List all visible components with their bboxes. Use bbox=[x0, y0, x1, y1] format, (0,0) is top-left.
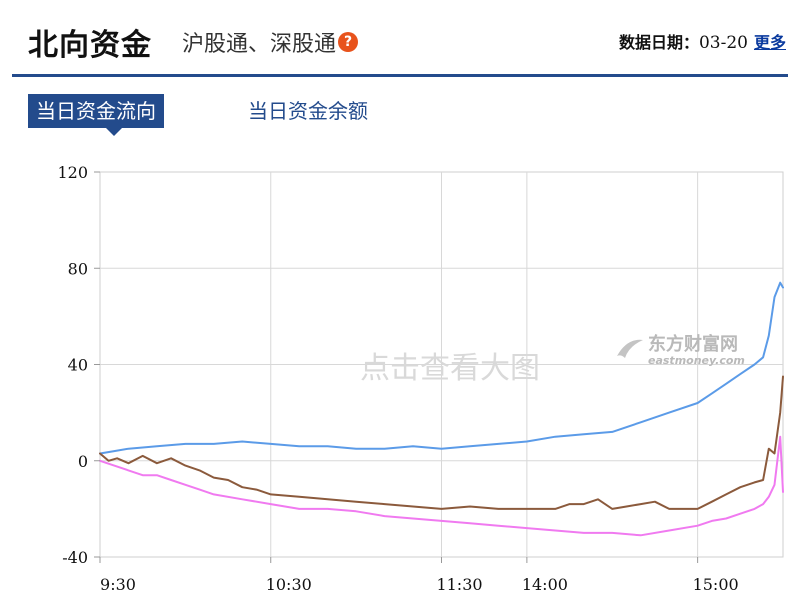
logo-subtext: eastmoney.com bbox=[648, 354, 745, 367]
chart-canvas: 东方财富网 eastmoney.com 点击查看大图 120 80 40 0 -40 9:… bbox=[57, 163, 784, 594]
header-divider bbox=[12, 74, 788, 77]
tab-daily-flow[interactable]: 当日资金流向 bbox=[28, 94, 164, 136]
page-subtitle: 沪股通、深股通 ? bbox=[182, 26, 359, 58]
chart-grid bbox=[99, 171, 784, 558]
question-icon[interactable]: ? bbox=[338, 32, 359, 52]
x-tick-label: 9:30 bbox=[100, 575, 136, 594]
chart-axes: 120 80 40 0 -40 9:30 10:30 11:30 14:00 15:00 bbox=[57, 163, 738, 594]
y-tick-label: 120 bbox=[57, 163, 88, 182]
tab-daily-balance[interactable]: 当日资金余额 bbox=[248, 99, 368, 123]
series-line-magenta bbox=[99, 435, 784, 537]
x-tick-label: 14:00 bbox=[522, 575, 568, 594]
more-link[interactable]: 更多 bbox=[753, 33, 786, 52]
data-date: 数据日期：03-20 更多 bbox=[619, 29, 786, 53]
x-tick-label: 11:30 bbox=[436, 575, 482, 594]
chart-series bbox=[99, 281, 784, 537]
series-line-brown bbox=[99, 375, 784, 510]
y-tick-label: 40 bbox=[68, 356, 88, 375]
series-line-blue bbox=[99, 281, 784, 455]
logo-text: 东方财富网 bbox=[648, 333, 738, 355]
flow-chart[interactable]: 东方财富网 eastmoney.com 点击查看大图 120 80 40 0 -40 9:… bbox=[0, 150, 800, 612]
y-tick-label: -40 bbox=[62, 548, 88, 567]
y-tick-label: 80 bbox=[68, 259, 88, 278]
x-tick-label: 10:30 bbox=[266, 575, 312, 594]
y-tick-label: 0 bbox=[78, 452, 88, 471]
logo-icon bbox=[617, 339, 643, 358]
header: 北向资金 沪股通、深股通 ? 数据日期：03-20 更多 bbox=[0, 0, 800, 77]
subtitle-text: 沪股通、深股通 bbox=[182, 32, 337, 57]
date-value: 03-20 bbox=[698, 33, 748, 53]
watermark-text[interactable]: 点击查看大图 bbox=[360, 351, 540, 386]
date-label: 数据日期： bbox=[618, 33, 699, 52]
watermark-logo: 东方财富网 eastmoney.com bbox=[617, 333, 745, 367]
page-title: 北向资金 bbox=[28, 28, 152, 63]
x-tick-label: 15:00 bbox=[693, 575, 739, 594]
